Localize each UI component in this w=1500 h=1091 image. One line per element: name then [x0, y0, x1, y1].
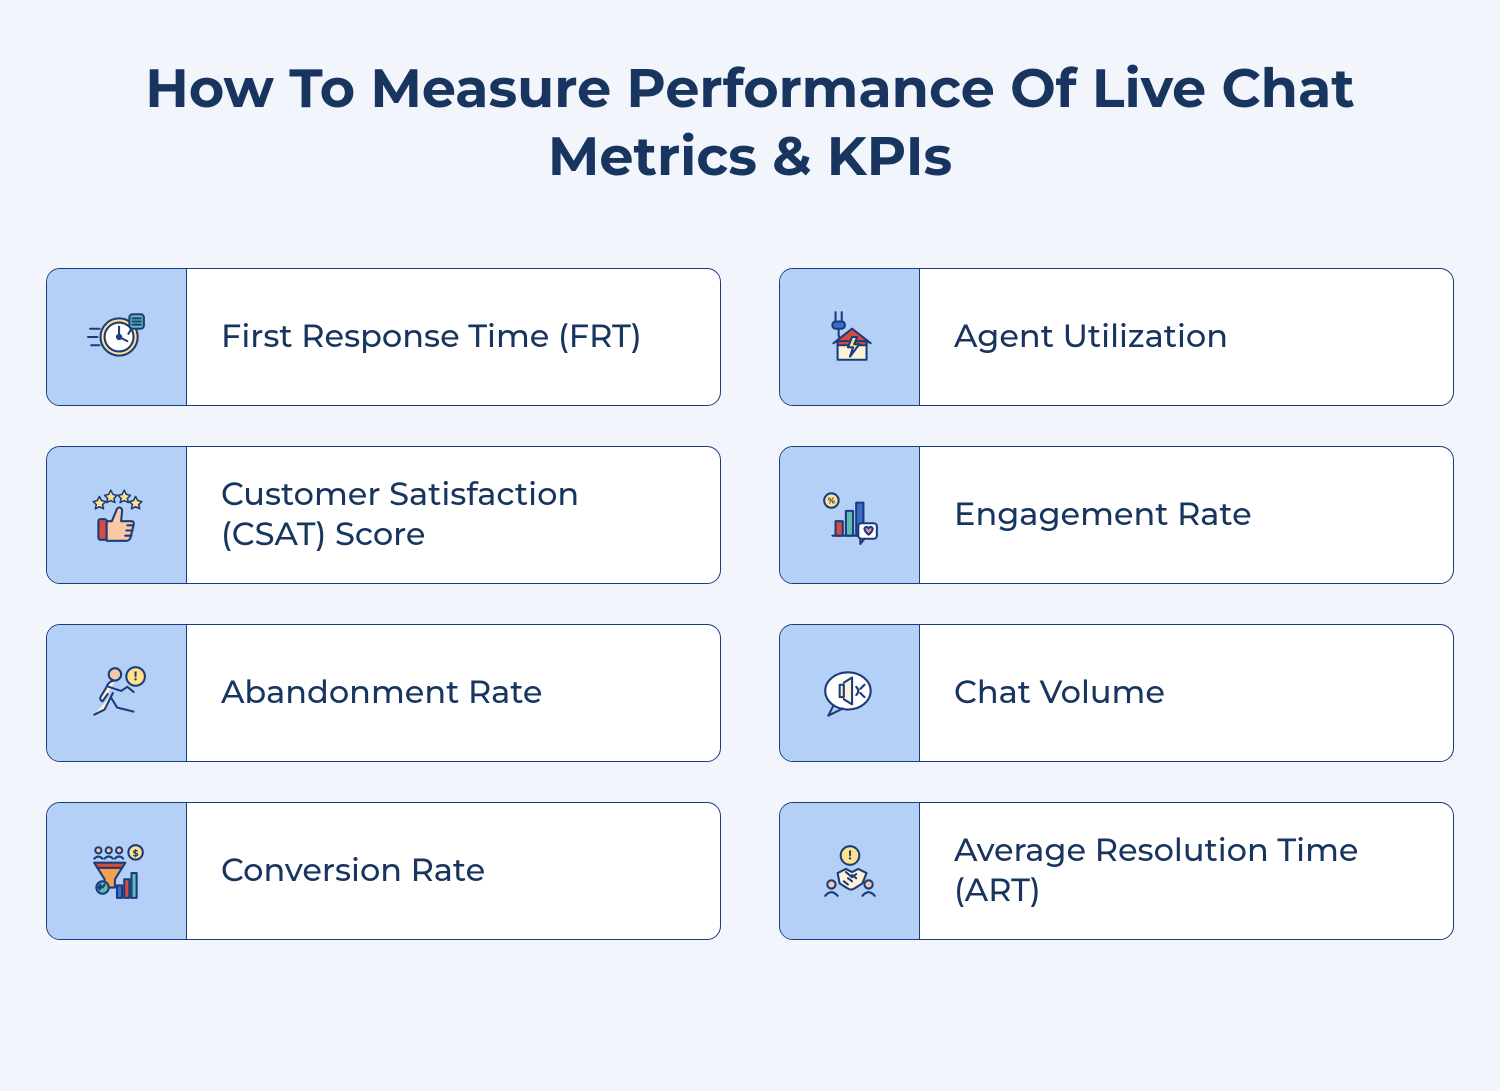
metric-card: ! Average Resolution Time (ART) — [779, 802, 1454, 940]
person-leave-icon: ! — [86, 662, 148, 724]
thumbs-up-stars-icon — [86, 484, 148, 546]
metric-card: Customer Satisfaction (CSAT) Score — [46, 446, 721, 584]
conversion-funnel-icon: $ — [86, 840, 148, 902]
metric-icon-tile: ! — [780, 803, 920, 939]
metric-icon-tile — [47, 447, 187, 583]
svg-text:!: ! — [848, 849, 852, 864]
svg-text:!: ! — [133, 670, 137, 685]
metric-icon-tile: ! — [47, 625, 187, 761]
metric-label: Average Resolution Time (ART) — [920, 803, 1453, 939]
metric-card: Chat Volume — [779, 624, 1454, 762]
infographic-page: How To Measure Performance Of Live Chat … — [0, 0, 1500, 1091]
metric-label: Abandonment Rate — [187, 625, 720, 761]
metric-card: ! Abandonment Rate — [46, 624, 721, 762]
handshake-alert-icon: ! — [819, 840, 881, 902]
metric-icon-tile — [780, 625, 920, 761]
metrics-grid: First Response Time (FRT) Agent Utilizat… — [38, 268, 1462, 940]
metric-icon-tile: % — [780, 447, 920, 583]
metric-label: Conversion Rate — [187, 803, 720, 939]
page-title: How To Measure Performance Of Live Chat … — [38, 55, 1462, 190]
metric-label: Customer Satisfaction (CSAT) Score — [187, 447, 720, 583]
metric-card: Agent Utilization — [779, 268, 1454, 406]
metric-icon-tile — [780, 269, 920, 405]
metric-card: $ Conversion Rate — [46, 802, 721, 940]
metric-label: Engagement Rate — [920, 447, 1453, 583]
svg-text:%: % — [827, 497, 835, 507]
metric-card: % Engagement Rate — [779, 446, 1454, 584]
power-house-icon — [819, 306, 881, 368]
metric-label: Agent Utilization — [920, 269, 1453, 405]
engagement-chart-icon: % — [819, 484, 881, 546]
chat-volume-icon — [819, 662, 881, 724]
metric-label: First Response Time (FRT) — [187, 269, 720, 405]
metric-card: First Response Time (FRT) — [46, 268, 721, 406]
svg-text:$: $ — [132, 849, 138, 860]
metric-label: Chat Volume — [920, 625, 1453, 761]
metric-icon-tile: $ — [47, 803, 187, 939]
clock-fast-icon — [86, 306, 148, 368]
metric-icon-tile — [47, 269, 187, 405]
